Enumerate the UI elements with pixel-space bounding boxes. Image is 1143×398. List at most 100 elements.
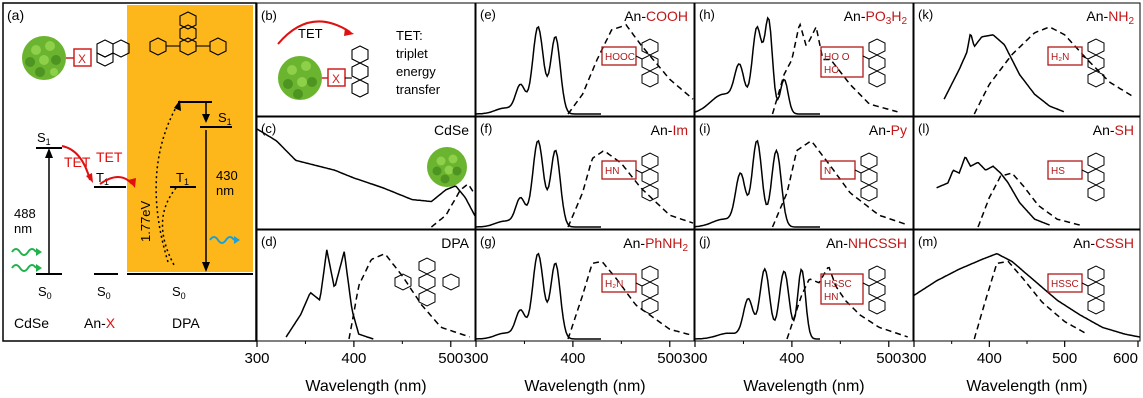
- excitation-wave-icon-2: [11, 264, 37, 272]
- label-dpa: DPA: [172, 315, 200, 331]
- panel-b-label: (b): [261, 8, 277, 23]
- panel-f-title: An-Im: [651, 122, 688, 138]
- panel-l-structure-icon: HS: [1047, 152, 1105, 202]
- panel-h-frame: [694, 2, 914, 117]
- panel-i: (i) An-Py N: [694, 116, 914, 230]
- tet-label-2: TET: [96, 149, 123, 165]
- s0-left-label: S0: [38, 284, 52, 301]
- panel-m-emission-line: [973, 260, 1088, 340]
- panel-k-absorption-line: [943, 33, 1065, 113]
- panel-b-desc-4: transfer: [396, 82, 441, 97]
- tick-label: 400: [560, 350, 585, 367]
- panel-k-frame: [913, 2, 1141, 117]
- t1-right-label: T1: [176, 170, 189, 187]
- panel-h-emission-line: [771, 22, 898, 115]
- panel-l-label: (l): [918, 121, 930, 136]
- panel-h-structure-icon: HO O HO: [820, 38, 886, 88]
- panel-i-emission-line: [771, 140, 908, 228]
- panel-j-frame: [694, 229, 914, 342]
- panel-c-frame: [256, 116, 476, 230]
- panel-d-absorption-line: [285, 249, 374, 340]
- panel-m-absorption-line: [913, 253, 1141, 338]
- tick-label: 300: [682, 350, 707, 367]
- tet-label-1: TET: [64, 154, 91, 170]
- panel-f-structure-text: HN: [605, 166, 619, 177]
- quantum-dot-icon: [22, 36, 66, 80]
- panel-i-label: (i): [699, 121, 711, 136]
- panel-i-title: An-Py: [869, 122, 907, 138]
- panel-d-label: (d): [261, 234, 277, 249]
- panel-j-absorption-line: [695, 267, 820, 340]
- panel-l-absorption-line: [936, 156, 1050, 226]
- x-axis-1: 300 400 500 Wavelength (nm): [244, 341, 463, 395]
- panel-g-absorption-line: [476, 252, 601, 340]
- dpa-molecule-icon: [149, 11, 227, 56]
- linker-box: [73, 48, 92, 67]
- tick-label: 400: [779, 350, 804, 367]
- panel-d: (d) DPA: [256, 229, 476, 342]
- tick-label: 500: [1052, 350, 1077, 367]
- panel-m: (m) An-CSSH HSSC: [913, 229, 1141, 342]
- x-axis-label: Wavelength (nm): [305, 378, 426, 395]
- panel-m-structure-text: HSSC: [1051, 279, 1079, 290]
- panel-i-frame: [694, 116, 914, 230]
- panel-e-emission-line: [567, 24, 694, 115]
- panel-j-label: (j): [699, 234, 711, 249]
- dpa-molecule-icon-d: [394, 257, 460, 307]
- panel-a: (a) X: [2, 2, 257, 342]
- x-axis-label: Wavelength (nm): [966, 378, 1087, 395]
- panel-h: (h) An-PO3H2 HO O HO: [694, 2, 914, 117]
- panel-i-structure-text: N: [824, 166, 831, 177]
- panel-a-frame: [2, 2, 257, 342]
- panel-m-structure-icon: HSSC: [1047, 265, 1105, 315]
- x-axis-label: Wavelength (nm): [524, 378, 645, 395]
- panel-i-structure-icon: N: [820, 152, 878, 202]
- panel-k-emission-line: [973, 26, 1133, 115]
- panel-l-frame: [913, 116, 1141, 230]
- panel-b-tet: TET: [298, 26, 323, 41]
- wl-488-unit: nm: [14, 221, 32, 236]
- panel-m-title: An-CSSH: [1073, 235, 1134, 251]
- axes: 300 400 500 Wavelength (nm) 300 400 500 Wavelen…: [244, 341, 1139, 395]
- s0-mid-label: S0: [97, 284, 111, 301]
- panel-e-frame: [475, 2, 695, 117]
- panel-g-structure-text: H₂N: [605, 279, 623, 290]
- label-cdse: CdSe: [14, 315, 49, 331]
- tick-label: 500: [876, 350, 901, 367]
- panel-k-label: (k): [918, 7, 933, 22]
- panel-g-emission-line: [567, 260, 694, 340]
- panel-h-structure-text-2: HO: [824, 65, 839, 76]
- panel-f-structure-icon: HN: [601, 152, 659, 202]
- s1-right-label: S1: [218, 110, 232, 127]
- panel-b-desc-2: triplet: [396, 46, 428, 61]
- panel-j-emission-line: [786, 266, 908, 340]
- panel-i-absorption-line: [694, 139, 820, 228]
- panel-a-label: (a): [7, 7, 24, 23]
- panel-k-structure-text: H₂N: [1051, 52, 1069, 63]
- tick-label: 300: [244, 350, 269, 367]
- panel-f-label: (f): [480, 121, 492, 136]
- energy-gap-label: 1.77eV: [138, 200, 153, 242]
- wl-488: 488: [14, 206, 36, 221]
- panel-f-absorption-line: [476, 139, 601, 228]
- panel-b-desc-3: energy: [396, 64, 436, 79]
- quantum-dot-icon-c: [427, 147, 467, 187]
- panel-e-title: An-COOH: [624, 8, 688, 24]
- tick-label: 500: [657, 350, 682, 367]
- panel-l: (l) An-SH HS: [913, 116, 1141, 230]
- x-axis-3: 300 400 500 Wavelength (nm): [682, 341, 901, 395]
- panel-j-structure-text-2: HN: [824, 292, 838, 303]
- panel-j-structure-text: HSSC: [824, 279, 852, 290]
- tick-label: 400: [977, 350, 1002, 367]
- linker-x: X: [78, 52, 86, 66]
- x-axis-4: 300 400 500 600 Wavelength (nm): [901, 341, 1139, 395]
- panel-g: (g) An-PhNH2 H₂N: [475, 229, 695, 342]
- panel-c-title: CdSe: [434, 122, 469, 138]
- panel-j-title: An-NHCSSH: [826, 235, 907, 251]
- panel-d-title: DPA: [441, 235, 469, 251]
- anthracene-icon: [96, 39, 130, 67]
- panel-g-label: (g): [480, 234, 496, 249]
- tta-arrow-up: [155, 103, 179, 263]
- panel-k: (k) An-NH2 H₂N: [913, 2, 1141, 117]
